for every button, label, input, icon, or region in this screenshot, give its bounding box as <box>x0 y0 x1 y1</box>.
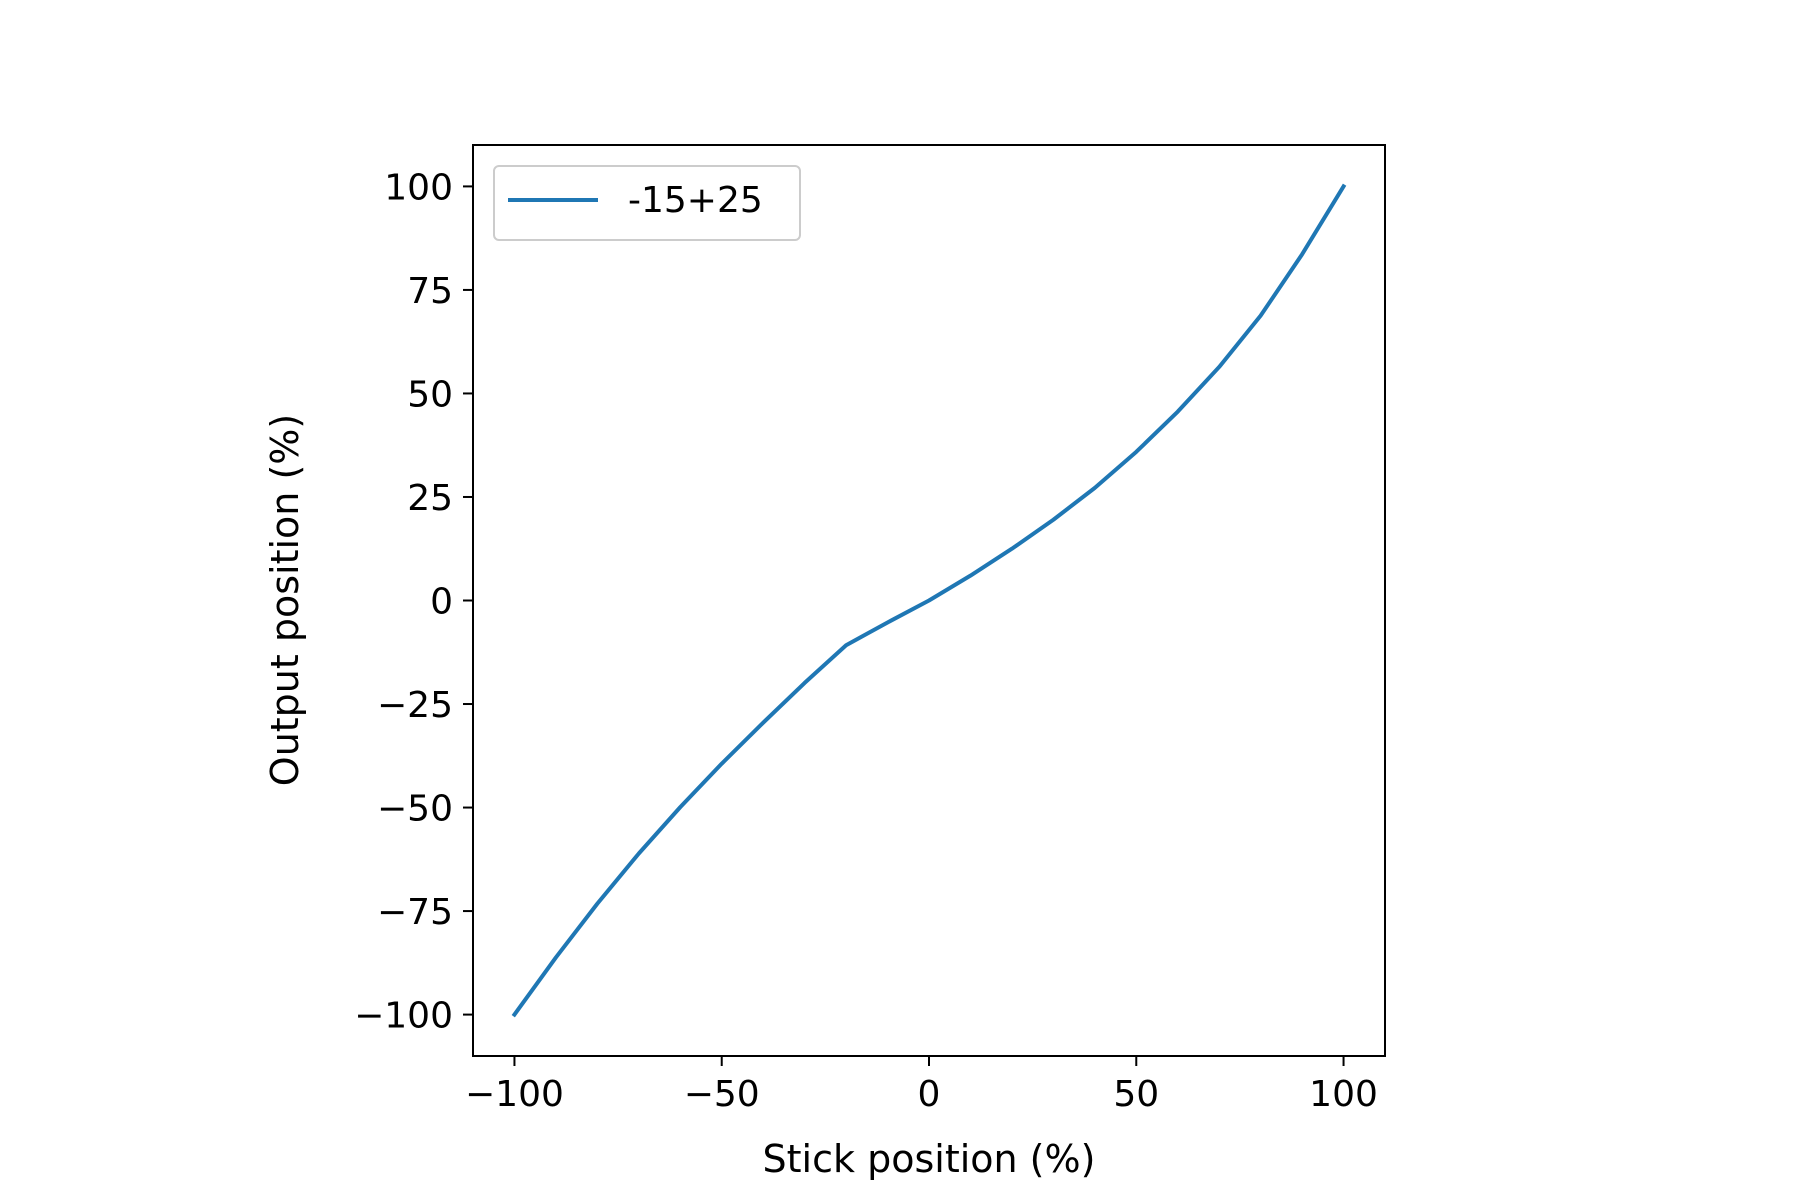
legend-label: -15+25 <box>628 180 763 221</box>
y-axis-label: Output position (%) <box>263 414 307 786</box>
y-tick-label: 75 <box>407 271 453 312</box>
y-tick-label: 50 <box>407 374 453 415</box>
legend: -15+25 <box>493 165 801 241</box>
y-tick-label: −75 <box>377 892 453 933</box>
x-tick-label: −50 <box>684 1074 760 1115</box>
y-tick-label: 0 <box>430 582 453 623</box>
x-tick-label: 100 <box>1309 1074 1378 1115</box>
x-axis: −100 −50 0 50 100 <box>465 1056 1378 1115</box>
series-line-0 <box>511 183 1347 1018</box>
y-tick-label: −100 <box>354 996 453 1037</box>
x-tick-label: 0 <box>918 1074 941 1115</box>
y-axis: −100 −75 −50 −25 0 25 50 75 100 <box>354 167 473 1037</box>
x-tick-label: 50 <box>1113 1074 1159 1115</box>
y-tick-label: 25 <box>407 478 453 519</box>
y-tick-label: 100 <box>384 167 453 208</box>
legend-box <box>493 165 801 241</box>
series-layer <box>511 183 1347 1018</box>
y-tick-label: −25 <box>377 685 453 726</box>
x-tick-label: −100 <box>465 1074 564 1115</box>
x-axis-label: Stick position (%) <box>763 1137 1096 1181</box>
y-tick-label: −50 <box>377 789 453 830</box>
